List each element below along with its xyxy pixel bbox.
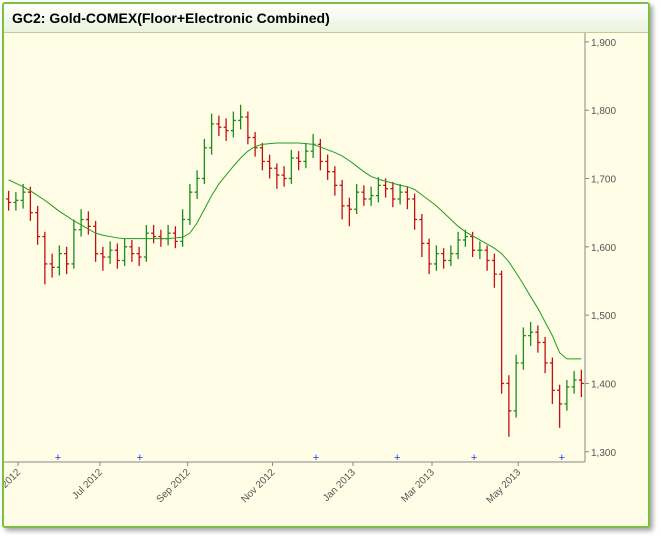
chart-title: GC2: Gold-COMEX(Floor+Electronic Combine… [12, 10, 330, 26]
event-marker: + [137, 452, 143, 464]
y-tick-label: 1,600 [591, 243, 616, 254]
event-marker: + [559, 452, 565, 464]
y-tick-label: 1,500 [591, 311, 616, 322]
chart-panel: GC2: Gold-COMEX(Floor+Electronic Combine… [2, 2, 650, 528]
event-marker: + [55, 452, 61, 464]
plot-background [4, 33, 648, 526]
y-tick-label: 1,300 [591, 448, 616, 459]
event-marker: + [471, 452, 477, 464]
title-bar: GC2: Gold-COMEX(Floor+Electronic Combine… [4, 4, 648, 33]
moving-average-line [8, 142, 582, 360]
y-tick-label: 1,400 [591, 379, 616, 390]
event-marker: + [394, 452, 400, 464]
y-tick-label: 1,700 [591, 175, 616, 186]
event-marker: + [313, 452, 319, 464]
y-tick-label: 1,900 [591, 38, 616, 49]
y-tick-label: 1,800 [591, 106, 616, 117]
